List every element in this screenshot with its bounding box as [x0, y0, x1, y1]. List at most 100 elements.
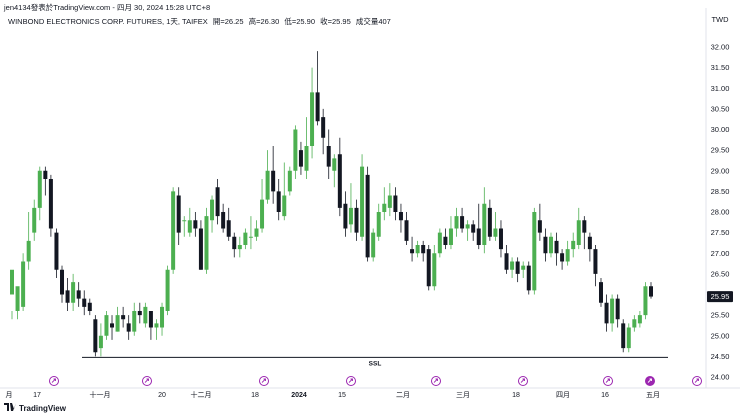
candle-body	[32, 207, 37, 233]
candle-body	[93, 319, 98, 353]
candle-body	[243, 232, 248, 245]
time-tick-label: 二月	[396, 391, 410, 399]
price-tick-label: 30.00	[711, 125, 730, 134]
candle-body	[587, 236, 592, 250]
time-tick-label: 月	[6, 391, 13, 399]
candle-body	[293, 129, 298, 171]
candle-body	[487, 207, 492, 237]
time-tick-label: 五月	[646, 391, 660, 399]
candle-body	[593, 249, 598, 274]
candle-body	[87, 302, 92, 311]
candle-body	[493, 228, 498, 237]
candle-body	[226, 220, 231, 237]
last-price-label: 25.95	[711, 292, 730, 301]
candle-body	[110, 323, 115, 328]
candle-body	[554, 240, 559, 254]
price-tick-label: 29.00	[711, 166, 730, 175]
candle-body	[121, 315, 126, 320]
event-arrow-icon	[261, 378, 266, 383]
candle-body	[210, 199, 215, 221]
candle-body	[160, 306, 165, 328]
candle-body	[304, 146, 309, 171]
candle-body	[621, 323, 626, 349]
candle-body	[504, 253, 509, 270]
event-arrow-icon	[348, 378, 353, 383]
price-tick-label: 32.00	[711, 43, 730, 52]
price-tick-label: 25.50	[711, 311, 730, 320]
time-tick-label: 三月	[456, 391, 470, 399]
last-price-badge	[707, 291, 733, 303]
candle-body	[260, 199, 265, 229]
price-tick-label: 28.00	[711, 208, 730, 217]
price-tick-label: 30.50	[711, 104, 730, 113]
candle-body	[193, 220, 198, 229]
candle-body	[165, 269, 170, 311]
events-layer	[49, 376, 702, 386]
candle-body	[37, 170, 42, 208]
candle-body	[232, 236, 237, 250]
candle-body	[632, 319, 637, 328]
candle-body	[465, 224, 470, 229]
candle-body	[365, 174, 370, 258]
candle-body	[221, 212, 226, 229]
candle-body	[526, 265, 531, 291]
candle-body	[348, 207, 353, 225]
candles-layer	[10, 51, 653, 357]
candle-body	[326, 146, 331, 167]
event-arrow-icon	[694, 378, 699, 383]
candle-body	[604, 302, 609, 324]
candle-body	[265, 170, 270, 200]
price-tick-label: 25.00	[711, 331, 730, 340]
candle-body	[254, 228, 259, 237]
candle-body	[476, 228, 481, 245]
candle-body	[637, 315, 642, 324]
candle-body	[310, 92, 315, 146]
event-arrow-icon	[605, 378, 610, 383]
candle-body	[182, 220, 187, 222]
candle-body	[415, 245, 420, 254]
candle-body	[176, 195, 181, 233]
candle-body	[376, 212, 381, 237]
candle-body	[43, 170, 48, 179]
time-axis: 月 17 十一月 20 十二月 18 2024 15 二月 三月 18 四月 16 五月	[6, 390, 661, 399]
open-value: 開=26.25	[212, 17, 244, 26]
candle-body	[626, 327, 631, 349]
candle-body	[337, 154, 342, 208]
event-arrow-icon	[433, 378, 438, 383]
candle-body	[610, 298, 615, 324]
candle-body	[437, 232, 442, 254]
time-tick-label: 17	[33, 392, 41, 399]
price-tick-label: 27.00	[711, 249, 730, 258]
candle-body	[187, 220, 192, 233]
candle-body	[543, 236, 548, 254]
time-tick-label: 四月	[556, 391, 570, 399]
candle-body	[65, 290, 70, 303]
candle-body	[204, 216, 209, 270]
candle-body	[137, 311, 142, 316]
event-arrow-icon	[647, 378, 652, 383]
candle-body	[215, 187, 220, 217]
candle-body	[582, 220, 587, 233]
candle-body	[382, 203, 387, 212]
symbol-name: WINBOND ELECTRONICS CORP. FUTURES, 1天, T…	[8, 17, 208, 26]
candle-body	[510, 261, 515, 270]
high-value: 高=26.30	[248, 17, 280, 26]
footer: TradingView	[4, 403, 66, 413]
candle-body	[354, 207, 359, 233]
event-arrow-icon	[51, 378, 56, 383]
candle-body	[421, 245, 426, 254]
candle-body	[271, 170, 276, 192]
tradingview-logo-icon	[4, 403, 16, 413]
candle-body	[643, 286, 648, 316]
candle-body	[60, 269, 65, 295]
candle-body	[398, 212, 403, 221]
price-tick-label: 27.50	[711, 228, 730, 237]
candle-body	[532, 212, 537, 291]
symbol-legend: WINBOND ELECTRONICS CORP. FUTURES, 1天, T…	[8, 16, 394, 27]
currency-label: TWD	[711, 15, 729, 24]
candle-body	[471, 224, 476, 233]
candle-body	[276, 191, 281, 212]
candle-body	[460, 216, 465, 229]
volume-value: 成交量407	[355, 17, 391, 26]
